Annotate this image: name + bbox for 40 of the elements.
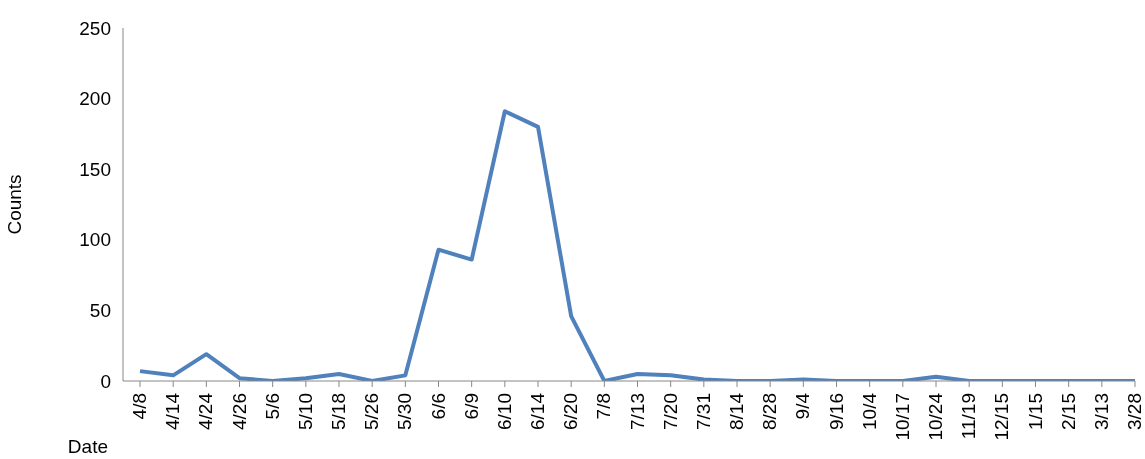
x-tick-label: 8/14 — [726, 392, 747, 430]
x-tick-label: 10/17 — [891, 393, 913, 441]
x-tick-label: 7/8 — [593, 393, 615, 420]
x-tick-label: 4/8 — [129, 393, 150, 420]
x-tick-label: 4/26 — [228, 393, 250, 430]
x-tick-label: 4/24 — [195, 392, 217, 430]
x-tick-label: 5/26 — [361, 393, 383, 430]
x-tick-label: 7/13 — [626, 393, 648, 430]
x-tick-label: 3/28 — [1124, 393, 1145, 430]
line-series — [138, 109, 1137, 381]
x-tick-label: 5/18 — [328, 393, 349, 430]
x-tick-label: 8/28 — [759, 393, 781, 430]
x-tick-label: 10/4 — [858, 392, 880, 430]
x-tick-label: 11/19 — [958, 393, 980, 440]
x-tick-label: 6/6 — [427, 393, 449, 420]
x-axis-title: Date — [67, 436, 108, 457]
x-tick-label: 9/16 — [825, 393, 847, 430]
x-tick-label: 3/13 — [1090, 393, 1112, 430]
x-tick-label: 6/9 — [460, 393, 482, 420]
x-tick-label: 7/31 — [692, 393, 714, 430]
x-tick-label: 5/30 — [394, 393, 416, 430]
x-tick-label: 5/6 — [261, 393, 283, 420]
x-tick-label: 2/15 — [1057, 393, 1079, 430]
y-axis-title: Counts — [3, 174, 25, 235]
y-tick-label: 50 — [89, 299, 111, 321]
y-tick-label: 150 — [79, 158, 111, 180]
x-tick-label: 9/4 — [792, 392, 814, 420]
x-tick-label: 6/14 — [527, 392, 548, 430]
x-tick-label: 1/15 — [1024, 393, 1046, 430]
x-tick-label: 7/20 — [659, 393, 681, 430]
y-tick-label: 100 — [79, 229, 111, 251]
x-tick-label: 12/15 — [991, 393, 1013, 441]
x-tick-label: 4/14 — [162, 392, 184, 430]
x-tick-label: 5/10 — [294, 393, 316, 430]
y-tick-label: 0 — [100, 370, 111, 392]
x-tick-label: 10/24 — [925, 392, 946, 441]
x-tick-label: 6/10 — [493, 393, 515, 430]
x-tick-label: 6/20 — [560, 393, 582, 430]
y-tick-label: 200 — [79, 88, 111, 110]
y-tick-label: 250 — [79, 17, 111, 39]
